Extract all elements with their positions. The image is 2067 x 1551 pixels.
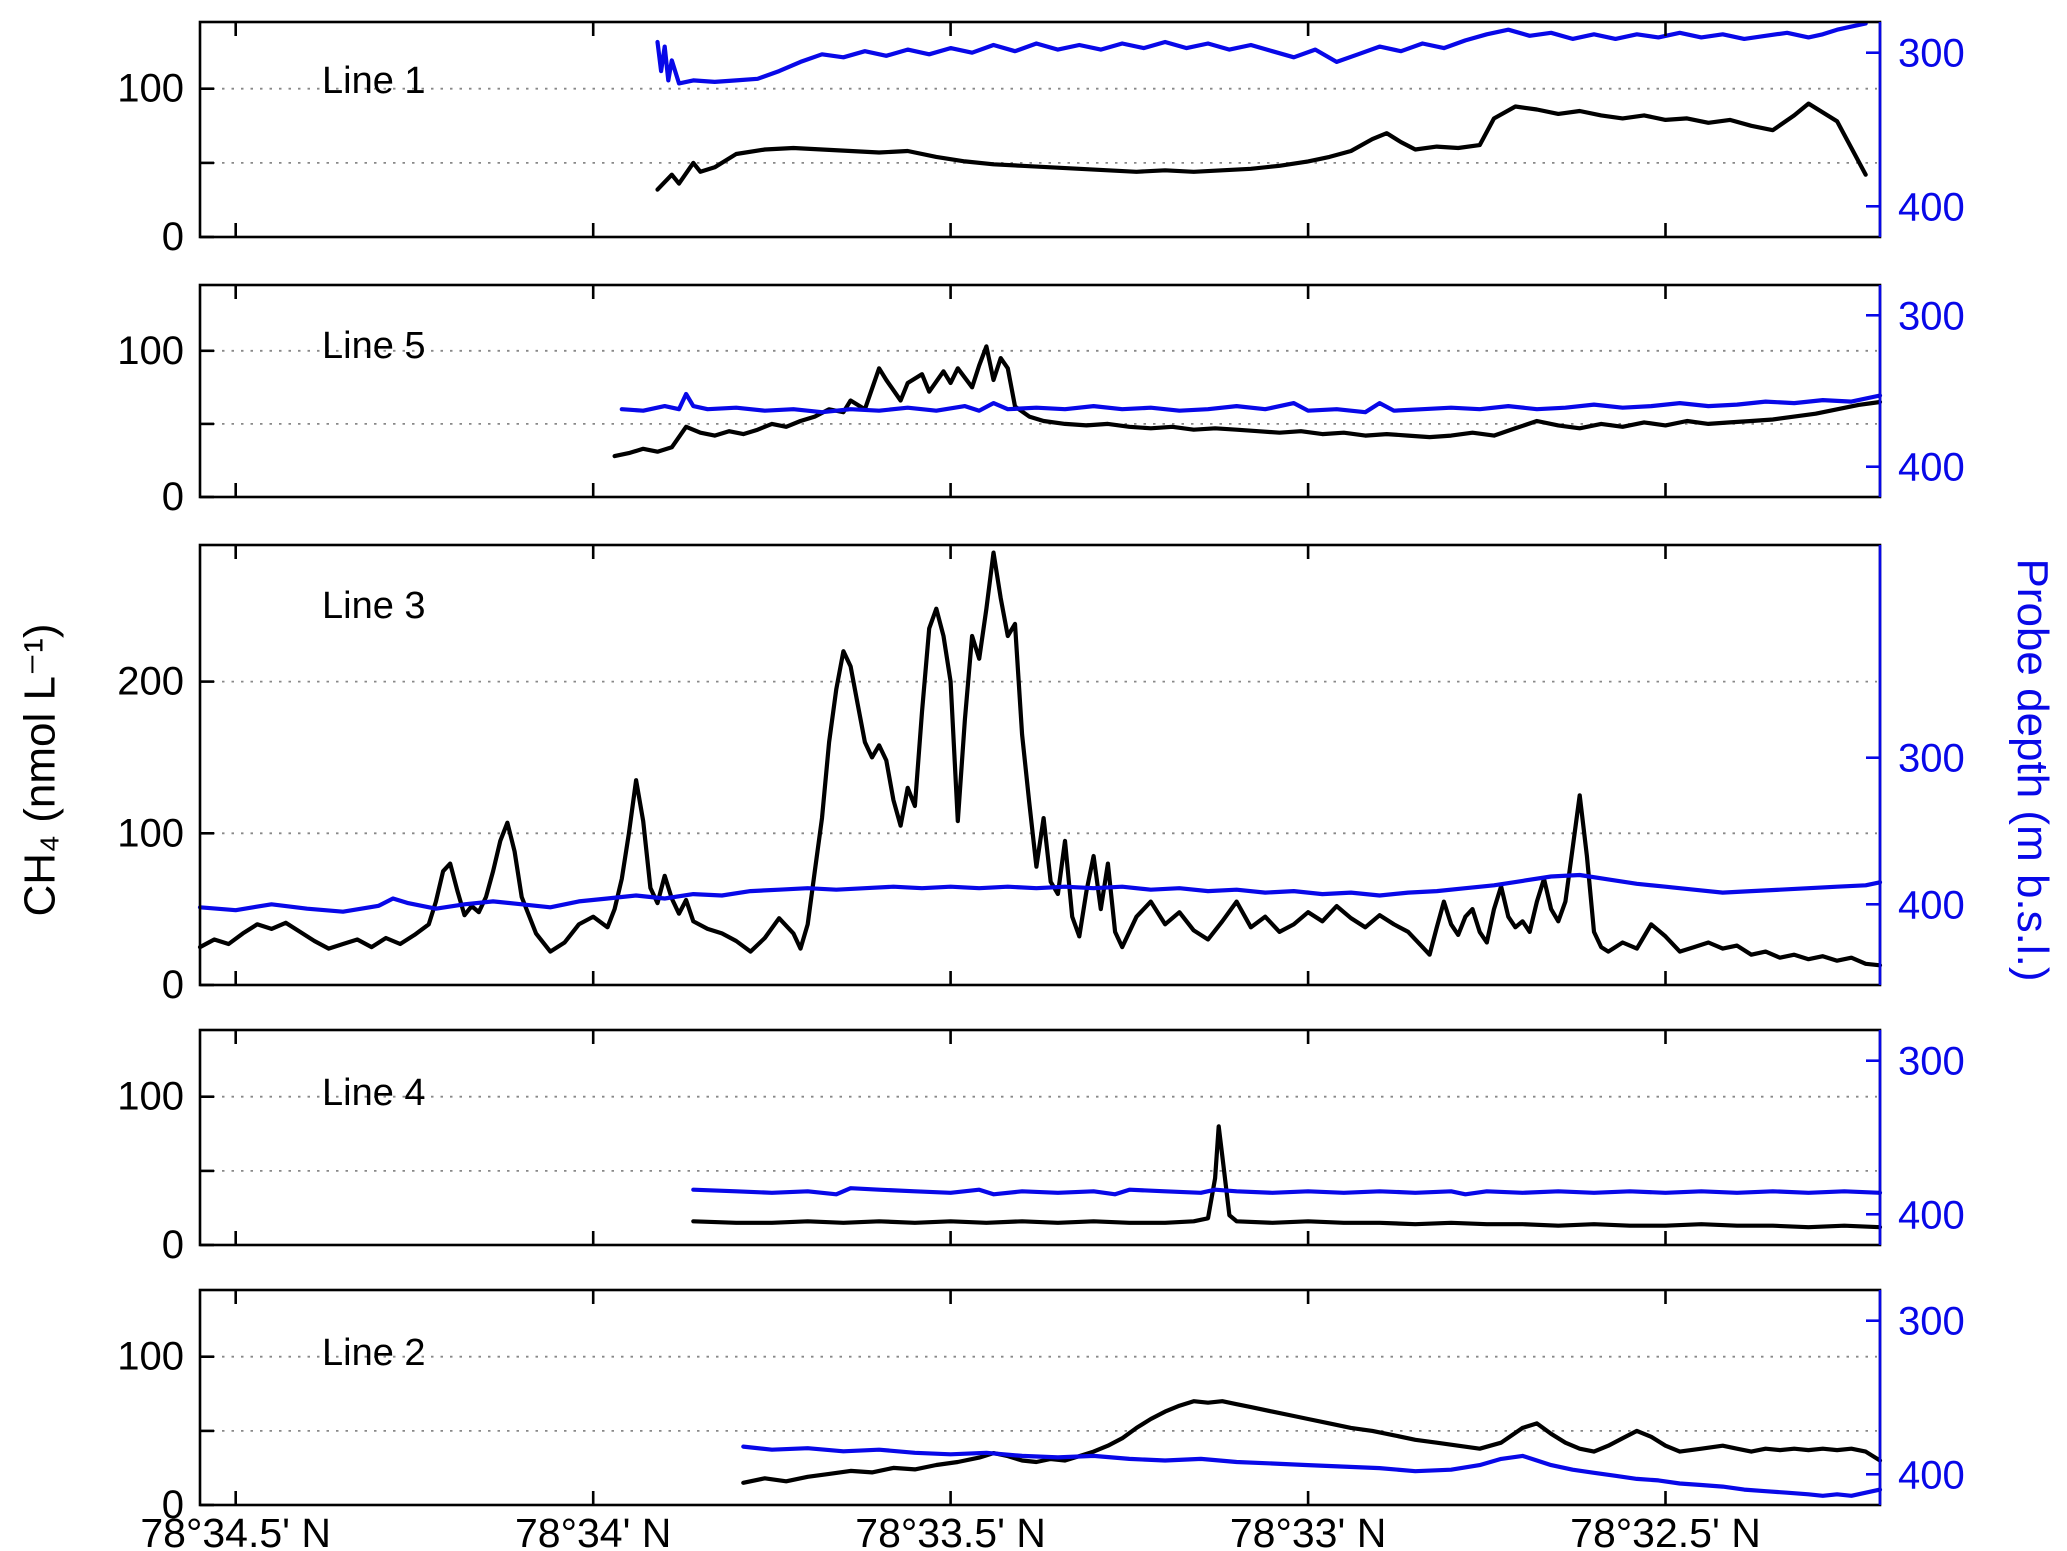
depth-tick-label: 400 [1898,1193,1965,1237]
depth-line [197,872,1883,914]
panel-frame [198,1028,1882,1247]
depth-line [741,1444,1883,1498]
depth-tick-label: 300 [1898,1300,1965,1344]
depth-tick-label: 300 [1898,32,1965,76]
depth-tick-label: 300 [1898,294,1965,338]
depth-tick-label: 400 [1898,883,1965,927]
ch4-tick-label: 100 [117,1335,184,1379]
panel-frame [198,20,1882,239]
depth-line [619,391,1883,415]
panel-label-line5: Line 5 [322,325,426,367]
panel-label-line3: Line 3 [322,585,426,627]
depth-tick-label: 400 [1898,446,1965,490]
depth-line [655,21,1868,86]
x-tick-label: 78°34' N [515,1510,671,1551]
depth-line [691,1186,1883,1197]
ch4-line [691,1124,1883,1230]
ch4-line [741,1399,1883,1485]
depth-tick-label: 300 [1898,737,1965,781]
ch4-tick-label: 100 [117,811,184,855]
ch4-tick-label: 100 [117,329,184,373]
ch4-line [197,550,1883,968]
panel-frame [198,283,1882,499]
panel-frame [198,543,1882,987]
x-tick-label: 78°32.5' N [1570,1510,1761,1551]
depth-tick-label: 400 [1898,1453,1965,1497]
right-axis-title: Probe depth (m b.s.l.) [2008,558,2057,982]
ch4-tick-label: 100 [117,1075,184,1119]
panel-label-line4: Line 4 [322,1072,426,1114]
x-tick-label: 78°34.5' N [140,1510,331,1551]
depth-tick-label: 300 [1898,1040,1965,1084]
ch4-tick-label: 0 [162,963,184,1007]
ch4-tick-label: 0 [162,1483,184,1527]
depth-tick-label: 400 [1898,185,1965,229]
left-axis-title: CH₄ (nmol L⁻¹) [15,623,65,917]
ch4-tick-label: 0 [162,475,184,519]
panel-label-line1: Line 1 [322,60,426,102]
ch4-tick-label: 0 [162,1223,184,1267]
panel-label-line2: Line 2 [322,1332,426,1374]
ch4-line [612,344,1883,459]
x-tick-label: 78°33' N [1230,1510,1386,1551]
ch4-tick-label: 200 [117,660,184,704]
ch4-tick-label: 0 [162,215,184,259]
ch4-line [655,101,1868,192]
x-tick-label: 78°33.5' N [855,1510,1046,1551]
panel-frame [198,1288,1882,1507]
ch4-tick-label: 100 [117,67,184,111]
